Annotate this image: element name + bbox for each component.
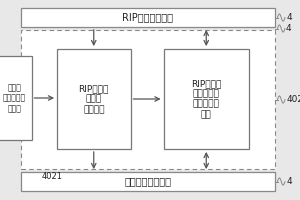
Text: 4021: 4021 (42, 172, 63, 181)
Bar (21, 8, 274, 27)
Text: 402: 402 (286, 95, 300, 104)
Text: RIP协议快
速收敛
决策模块: RIP协议快 速收敛 决策模块 (79, 84, 109, 114)
Bar (21, 30, 274, 169)
Text: 4: 4 (286, 13, 292, 22)
Bar (164, 49, 249, 149)
Text: 协议快
速收敛命令
置单元: 协议快 速收敛命令 置单元 (3, 83, 26, 113)
Text: 4: 4 (286, 177, 292, 186)
Bar (57, 49, 130, 149)
Text: RIP协议处理单元: RIP协议处理单元 (122, 12, 173, 22)
Text: RIP协议快
速收敛注册
与事件处理
模块: RIP协议快 速收敛注册 与事件处理 模块 (191, 79, 221, 119)
Text: 4: 4 (286, 24, 292, 33)
Bar (0, 56, 32, 140)
Bar (21, 172, 274, 191)
Text: 网络监测服务单元: 网络监测服务单元 (124, 176, 171, 186)
